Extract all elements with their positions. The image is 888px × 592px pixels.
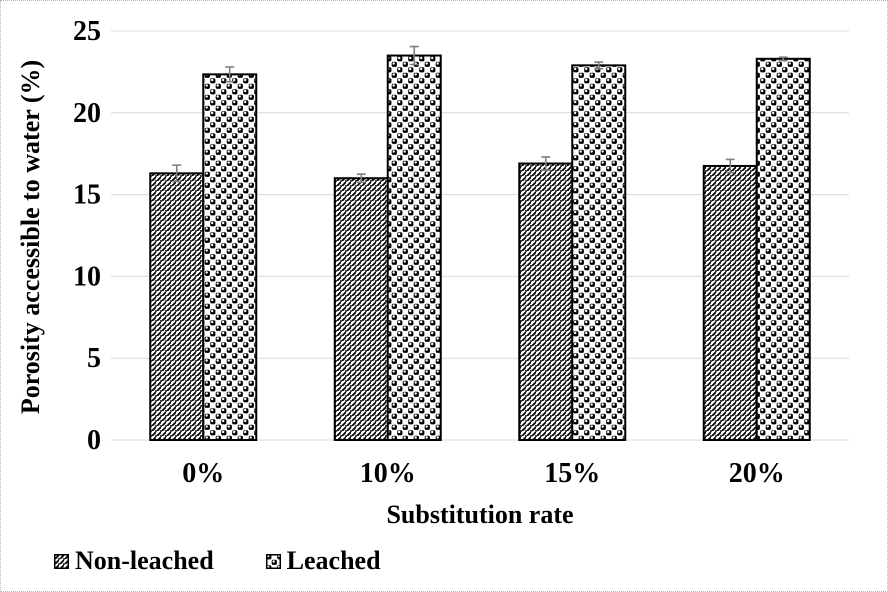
y-tick-label: 0 <box>87 425 101 456</box>
legend-item-leached: Leached <box>265 546 381 575</box>
bar-non-leached <box>518 162 574 442</box>
legend-marker-non-leached-icon <box>54 553 69 569</box>
legend-label-leached: Leached <box>286 546 381 575</box>
category-label: 10% <box>360 458 416 489</box>
x-axis-title: Substitution rate <box>386 500 574 529</box>
bar-leached <box>386 54 442 441</box>
bar-leached <box>571 64 627 442</box>
category-label: 20% <box>729 458 785 489</box>
bar-non-leached <box>702 164 758 441</box>
bar-non-leached <box>333 177 389 442</box>
y-axis-title: Porosity accessible to water (%) <box>16 59 45 415</box>
legend-item-non-leached: Non-leached <box>54 548 214 574</box>
bar-leached <box>755 57 811 441</box>
y-tick-label: 10 <box>73 261 101 292</box>
bar-leached <box>202 73 258 441</box>
category-label: 15% <box>544 458 600 489</box>
y-tick-label: 5 <box>87 343 101 374</box>
bar-non-leached <box>149 172 205 441</box>
y-tick-label: 15 <box>73 180 101 211</box>
category-label: 0% <box>182 458 224 489</box>
y-tick-label: 20 <box>73 98 101 129</box>
legend: Non-leached Leached <box>54 545 381 577</box>
y-tick-label: 25 <box>73 16 101 47</box>
legend-label-non-leached: Non-leached <box>75 546 214 575</box>
legend-marker-leached-icon <box>265 553 281 569</box>
